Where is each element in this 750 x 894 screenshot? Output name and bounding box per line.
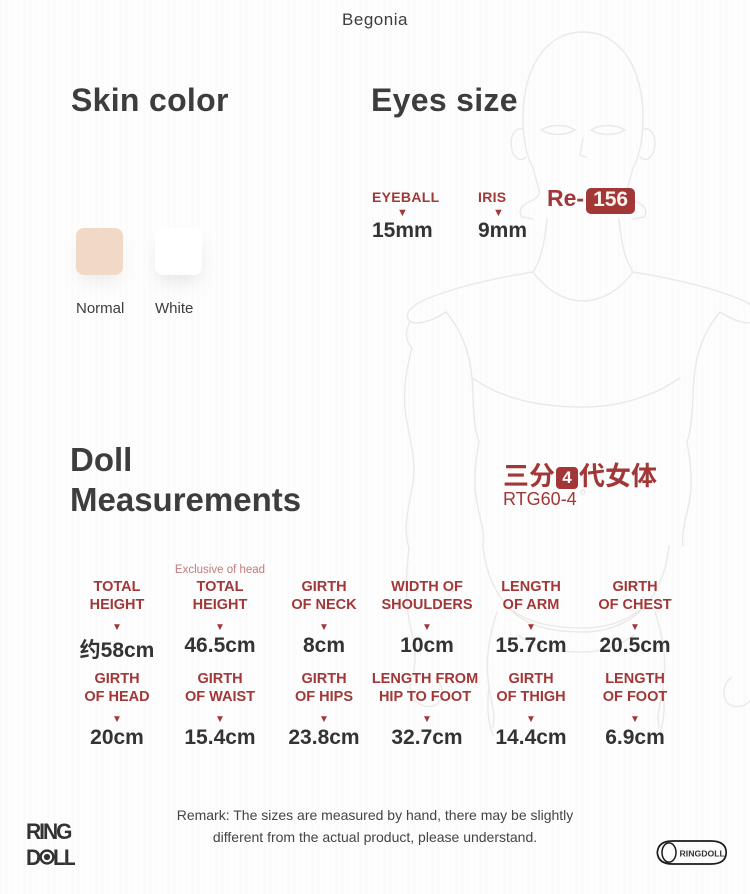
svg-text:D: D [27,846,41,866]
svg-text:LL: LL [53,846,75,866]
